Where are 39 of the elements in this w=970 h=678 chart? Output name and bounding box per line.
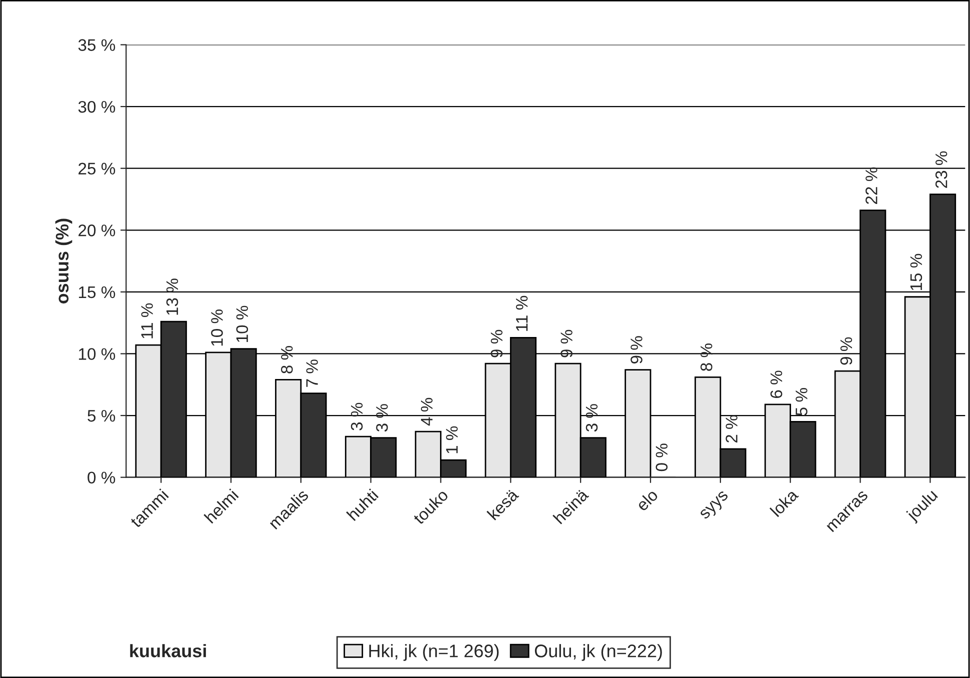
data-label: 2 % <box>726 415 738 442</box>
data-label: 1 % <box>446 426 458 454</box>
x-tick-label: syys <box>699 490 731 522</box>
y-tick-label: 0 % <box>88 472 116 484</box>
data-label: 5 % <box>796 388 808 416</box>
y-tick-label: 35 % <box>78 39 116 51</box>
x-tick-label: loka <box>770 488 800 518</box>
y-tick-label: 30 % <box>78 100 116 113</box>
data-label: 9 % <box>560 330 572 358</box>
data-label: 8 % <box>280 346 293 374</box>
data-label: 3 % <box>586 404 598 432</box>
data-label: 13 % <box>166 278 178 315</box>
data-label: 3 % <box>376 404 388 432</box>
data-label: 9 % <box>840 337 852 365</box>
y-tick-label: 10 % <box>78 348 116 360</box>
data-label: 22 % <box>866 167 878 204</box>
data-label: 8 % <box>700 344 712 371</box>
data-label: 11 % <box>516 296 528 331</box>
legend-label: Oulu, jk (n=222) <box>534 644 662 661</box>
data-label: 11 % <box>141 303 153 338</box>
y-tick-label: 25 % <box>78 162 116 175</box>
data-label: 0 % <box>656 444 668 472</box>
data-label: 6 % <box>770 370 782 398</box>
text: kuukausi <box>130 644 206 658</box>
y-axis-title: osuus (%) <box>55 218 72 304</box>
y-tick-label: 5 % <box>88 410 116 422</box>
data-label: 7 % <box>306 360 318 387</box>
data-label: 9 % <box>630 336 642 364</box>
legend-label: Hki, jk (n=1 269) <box>369 644 499 661</box>
data-label: 23 % <box>935 151 948 188</box>
data-label: 3 % <box>350 402 363 430</box>
y-tick-label: 20 % <box>78 224 116 236</box>
data-label: 4 % <box>420 398 433 426</box>
data-label: 15 % <box>910 254 922 290</box>
y-tick-label: 15 % <box>78 286 116 298</box>
x-tick-label: elo <box>635 488 659 512</box>
data-label: 10 % <box>236 306 248 342</box>
data-label: 9 % <box>490 330 503 358</box>
data-label: 10 % <box>211 310 223 346</box>
